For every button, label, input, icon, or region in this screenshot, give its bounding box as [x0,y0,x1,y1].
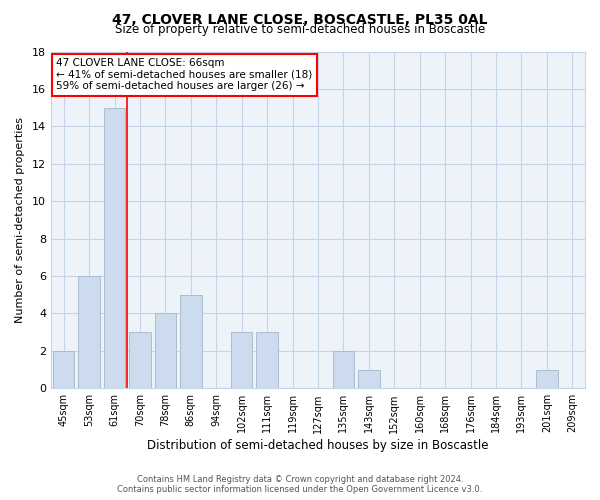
Bar [53,351,74,389]
Bar [180,295,202,388]
Text: Contains HM Land Registry data © Crown copyright and database right 2024.
Contai: Contains HM Land Registry data © Crown c… [118,474,482,494]
Bar [332,351,354,389]
Text: Size of property relative to semi-detached houses in Boscastle: Size of property relative to semi-detach… [115,22,485,36]
Text: 47 CLOVER LANE CLOSE: 66sqm
← 41% of semi-detached houses are smaller (18)
59% o: 47 CLOVER LANE CLOSE: 66sqm ← 41% of sem… [56,58,313,92]
Bar [155,314,176,388]
Bar [129,332,151,388]
Text: 47, CLOVER LANE CLOSE, BOSCASTLE, PL35 0AL: 47, CLOVER LANE CLOSE, BOSCASTLE, PL35 0… [112,12,488,26]
Y-axis label: Number of semi-detached properties: Number of semi-detached properties [15,117,25,323]
Bar [536,370,557,388]
Bar [256,332,278,388]
Bar [231,332,253,388]
Bar [78,276,100,388]
Bar [104,108,125,388]
X-axis label: Distribution of semi-detached houses by size in Boscastle: Distribution of semi-detached houses by … [147,440,489,452]
Bar [358,370,380,388]
